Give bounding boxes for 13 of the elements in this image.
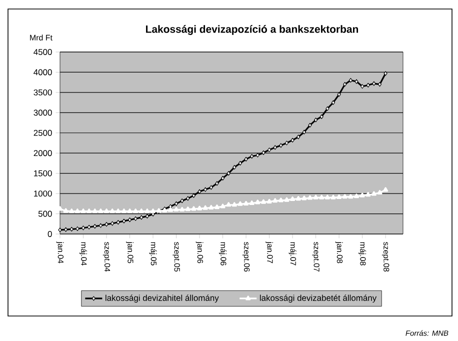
y-tick-label: 0 <box>48 231 52 237</box>
legend-label: lakossági devizabetét állomány <box>260 294 377 303</box>
y-tick-label: 1000 <box>34 190 52 197</box>
y-tick-label: 2000 <box>34 150 52 156</box>
y-tick-label: 4000 <box>34 69 52 76</box>
y-tick-label: 2500 <box>34 130 52 136</box>
y-tick-label: 4500 <box>34 49 52 55</box>
legend-label: lakossági devizahitel állomány <box>106 294 219 303</box>
y-tick-label: 3500 <box>34 89 52 96</box>
y-tick-label: 3000 <box>34 110 52 116</box>
y-tick-label: 1500 <box>34 170 52 176</box>
chart-title: Lakossági devizapozíció a bankszektorban <box>146 25 358 35</box>
y-tick-label: 500 <box>38 210 52 217</box>
